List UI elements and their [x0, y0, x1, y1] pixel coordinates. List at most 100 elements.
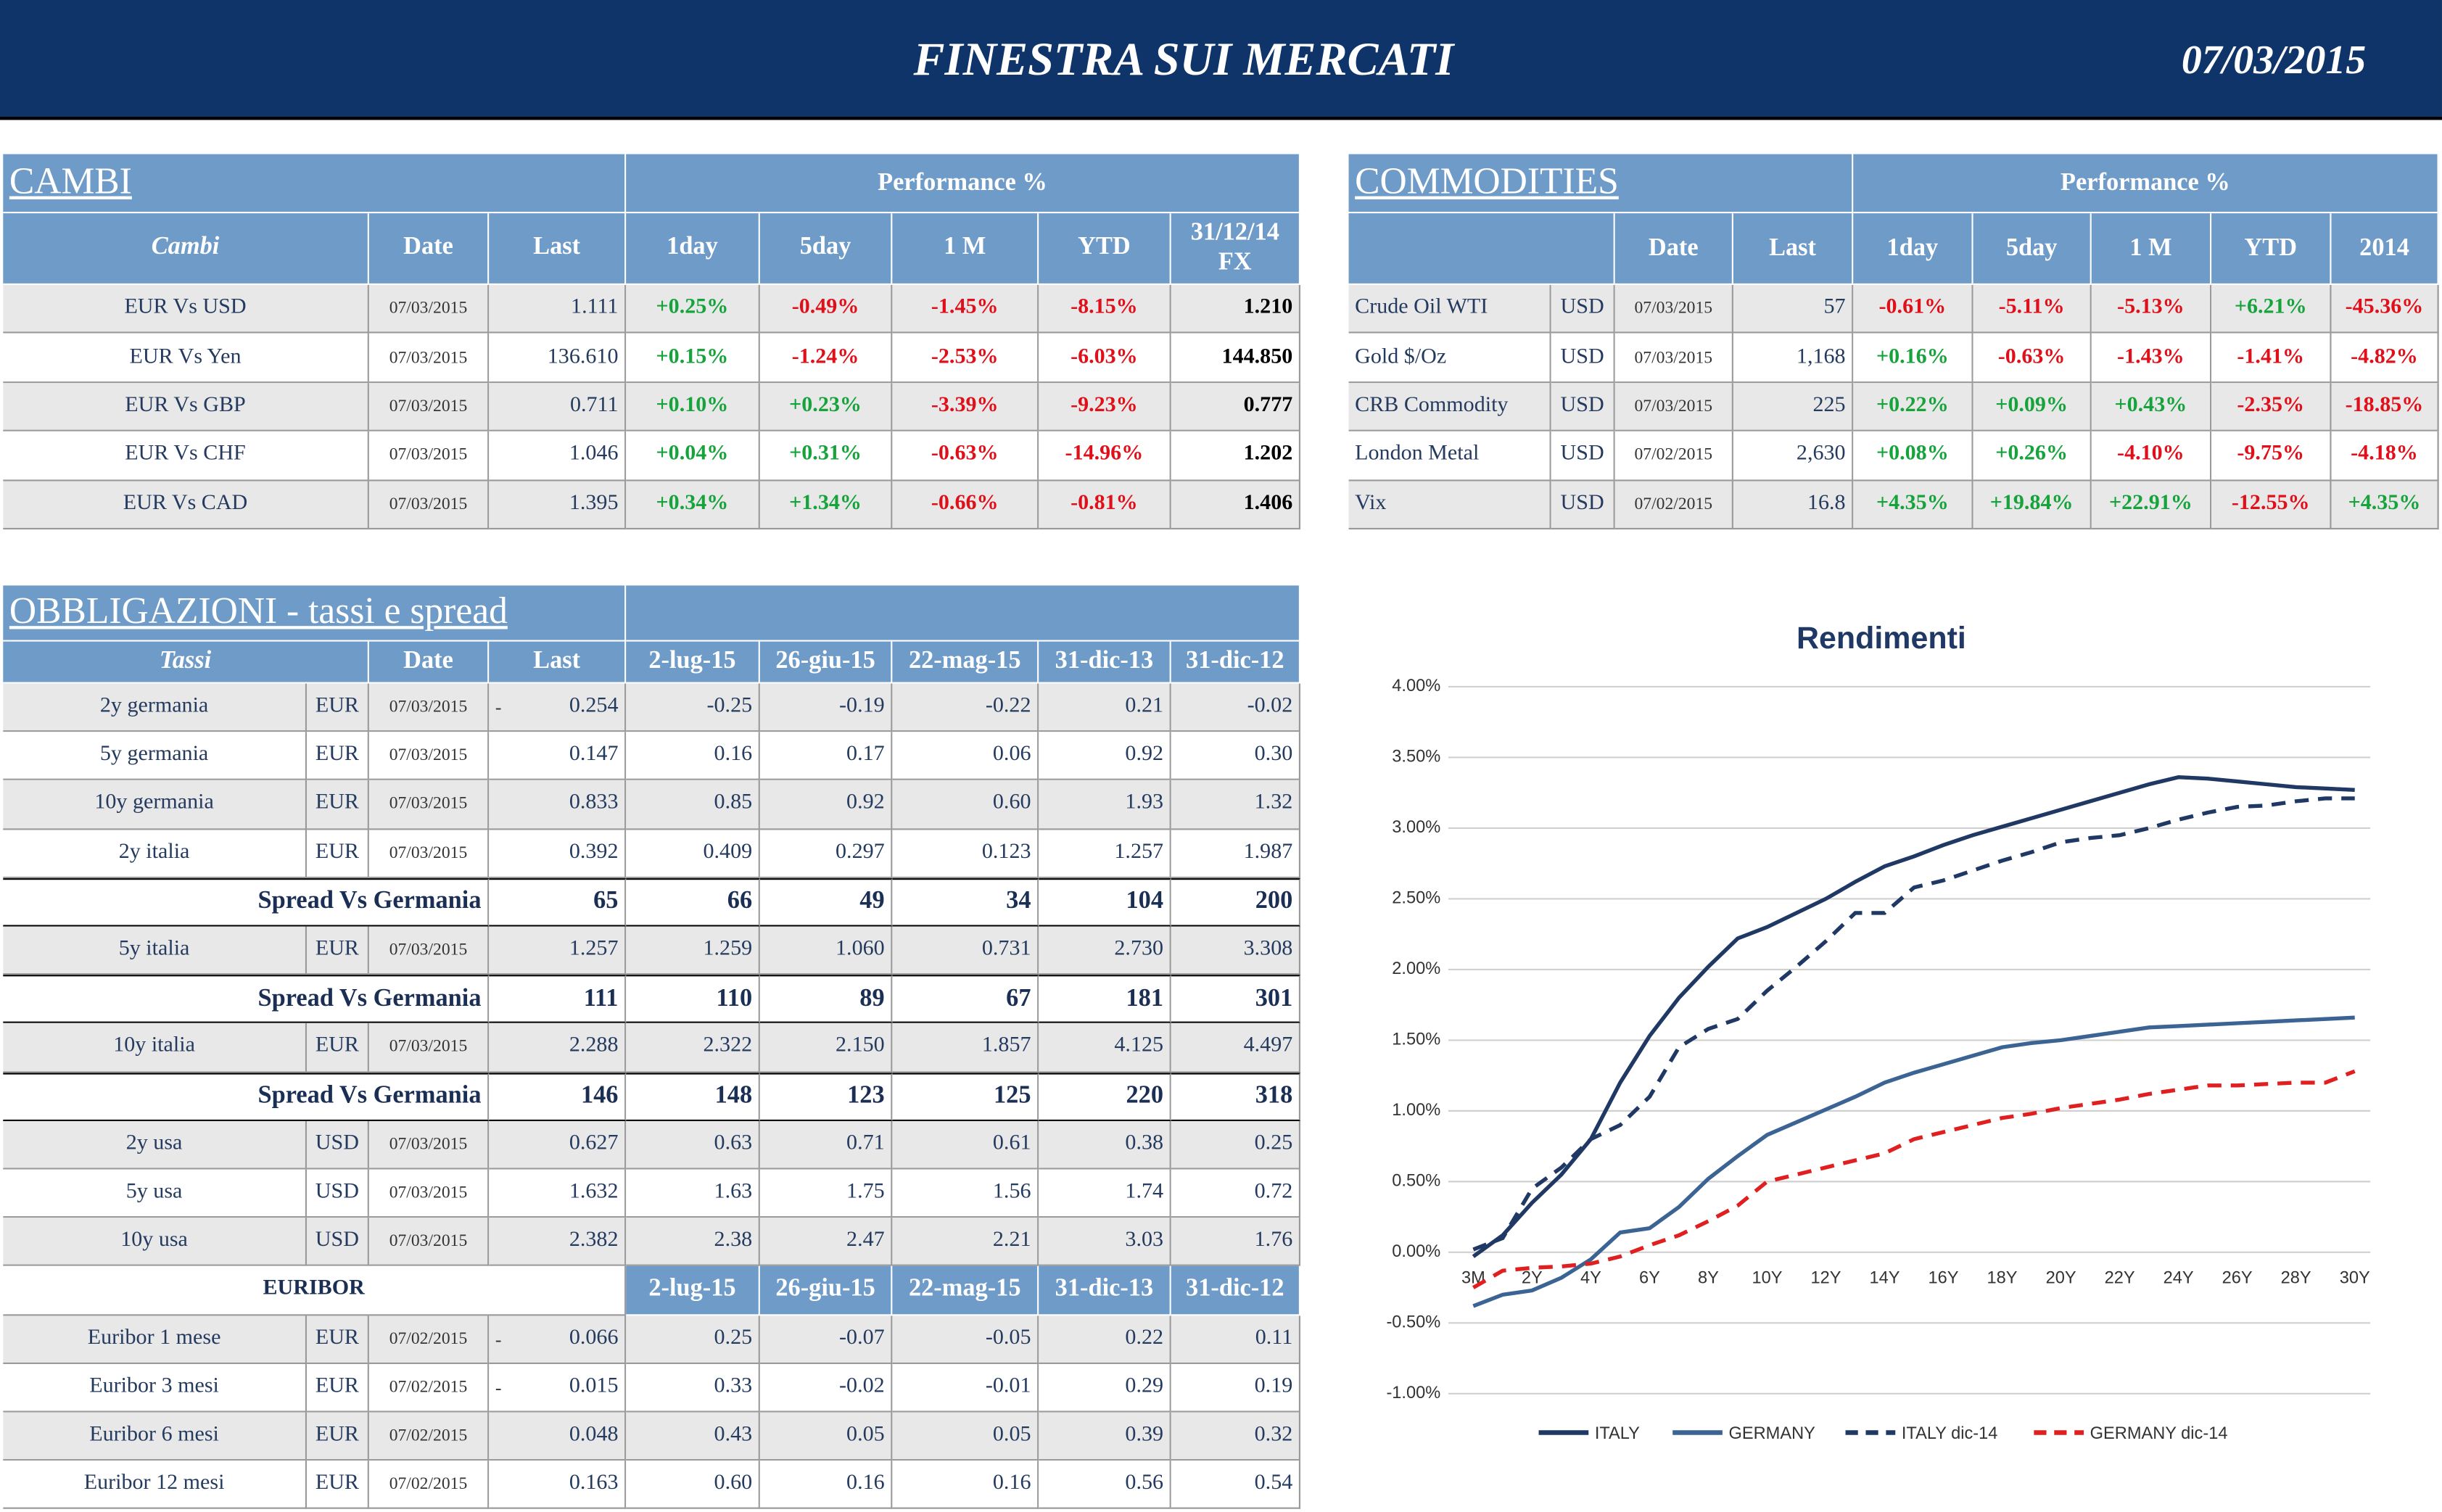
- cell: -1.43%: [2091, 334, 2212, 383]
- history-value: 1.259: [626, 926, 760, 975]
- x-tick-label: 14Y: [1870, 1269, 1900, 1288]
- spread-value: 220: [1039, 1072, 1171, 1121]
- yield-chart: Rendimenti -1.00% -0.50% 0.00% 0.50% 1.00% 1.…: [1386, 621, 2371, 1443]
- rate-name: 5y germania: [3, 732, 308, 781]
- currency: EUR: [307, 1412, 369, 1461]
- history-value: 0.16: [892, 1461, 1039, 1510]
- last: 1.257: [489, 926, 627, 975]
- series-line: [1472, 796, 2355, 1252]
- series-line: [1472, 1015, 2355, 1308]
- column-header: 22-mag-15: [892, 641, 1039, 684]
- cell: +0.26%: [1973, 431, 2092, 481]
- x-tick-label: 26Y: [2222, 1269, 2253, 1288]
- currency: EUR: [307, 1023, 369, 1073]
- y-tick-label: 2.00%: [1392, 959, 1440, 978]
- spread-value: 104: [1039, 877, 1171, 927]
- currency: USD: [307, 1169, 369, 1218]
- column-header: Last: [489, 641, 627, 684]
- date: 07/03/2015: [368, 926, 490, 975]
- date: 07/02/2015: [368, 1461, 490, 1510]
- date: 07/03/2015: [368, 780, 490, 830]
- history-value: 0.92: [759, 780, 893, 830]
- history-value: 0.409: [626, 829, 760, 878]
- currency: EUR: [307, 683, 369, 732]
- x-tick-label: 20Y: [2046, 1269, 2076, 1288]
- cell: +0.09%: [1973, 382, 2092, 432]
- currency: USD: [307, 1218, 369, 1267]
- cell: +6.21%: [2211, 284, 2332, 334]
- cell: -0.61%: [1853, 284, 1973, 334]
- history-value: 1.93: [1039, 780, 1171, 830]
- date: 07/02/2015: [368, 1315, 490, 1364]
- cell: +1.34%: [759, 480, 893, 530]
- x-tick-label: 28Y: [2281, 1269, 2311, 1288]
- cell: +0.25%: [626, 284, 760, 334]
- history-value: 2.730: [1039, 926, 1171, 975]
- cell: USD: [1551, 284, 1615, 334]
- history-value: 0.60: [892, 780, 1039, 830]
- cell: Gold $/Oz: [1348, 334, 1551, 383]
- cell: -1.41%: [2211, 334, 2332, 383]
- flag: -: [495, 1376, 502, 1398]
- history-value: 1.74: [1039, 1169, 1171, 1218]
- column-header: 1day: [626, 213, 760, 285]
- cell: 144.850: [1171, 334, 1300, 383]
- spread-value: 181: [1039, 975, 1171, 1024]
- cell: EUR Vs CHF: [3, 431, 369, 481]
- column-header: Last: [1733, 213, 1854, 285]
- cell: +0.15%: [626, 334, 760, 383]
- cell: -9.23%: [1039, 382, 1171, 432]
- cell: 1.046: [489, 431, 627, 481]
- history-value: 0.29: [1039, 1363, 1171, 1413]
- cell: -1.45%: [892, 284, 1039, 334]
- cell: -18.85%: [2331, 382, 2439, 432]
- cell: USD: [1551, 431, 1615, 481]
- cell: 1.406: [1171, 480, 1300, 530]
- cell: CRB Commodity: [1348, 382, 1551, 432]
- cell: -1.24%: [759, 334, 893, 383]
- column-header: Date: [368, 213, 490, 285]
- cell: EUR Vs GBP: [3, 382, 369, 432]
- series-line: [1472, 1069, 2356, 1289]
- spread-value: 200: [1171, 877, 1300, 927]
- cell: +0.34%: [626, 480, 760, 530]
- cell: EUR Vs CAD: [3, 480, 369, 530]
- y-tick-label: 3.50%: [1392, 748, 1440, 767]
- last: 0.163: [489, 1461, 627, 1510]
- currency: EUR: [307, 732, 369, 781]
- cell: 07/02/2015: [1614, 431, 1733, 481]
- cell: 07/03/2015: [368, 382, 490, 432]
- last: 0.015: [489, 1363, 627, 1413]
- cell: -6.03%: [1039, 334, 1171, 383]
- column-header: 31-dic-13: [1039, 1266, 1171, 1315]
- history-value: 0.71: [759, 1120, 893, 1170]
- cell: 1.210: [1171, 284, 1300, 334]
- cell: -4.18%: [2331, 431, 2439, 481]
- x-tick-label: 8Y: [1698, 1269, 1719, 1288]
- rate-name: 2y usa: [3, 1120, 308, 1170]
- history-value: 0.05: [892, 1412, 1039, 1461]
- x-tick-label: 22Y: [2105, 1269, 2135, 1288]
- section-title: CAMBI: [3, 154, 627, 214]
- performance-header: Performance %: [626, 154, 1300, 214]
- page-date: 07/03/2015: [2181, 37, 2367, 83]
- y-tick-label: 4.00%: [1392, 677, 1440, 695]
- cell: +0.08%: [1853, 431, 1973, 481]
- history-value: 0.06: [892, 732, 1039, 781]
- cell: -0.63%: [892, 431, 1039, 481]
- column-header: 31-dic-12: [1171, 1266, 1300, 1315]
- rate-name: Euribor 12 mesi: [3, 1461, 308, 1510]
- cell: 07/02/2015: [1614, 480, 1733, 530]
- column-header: 1 M: [2091, 213, 2212, 285]
- spread-last: 65: [489, 877, 627, 927]
- column-header: Tassi: [3, 641, 369, 684]
- date: 07/03/2015: [368, 829, 490, 878]
- spread-label: Spread Vs Germania: [3, 877, 490, 927]
- y-tick-label: 2.50%: [1392, 889, 1440, 908]
- column-header: 31-dic-13: [1039, 641, 1171, 684]
- spread-value: 49: [759, 877, 893, 927]
- cell: -12.55%: [2211, 480, 2332, 530]
- cell: -4.82%: [2331, 334, 2439, 383]
- legend-label: ITALY dic-14: [1902, 1424, 1998, 1443]
